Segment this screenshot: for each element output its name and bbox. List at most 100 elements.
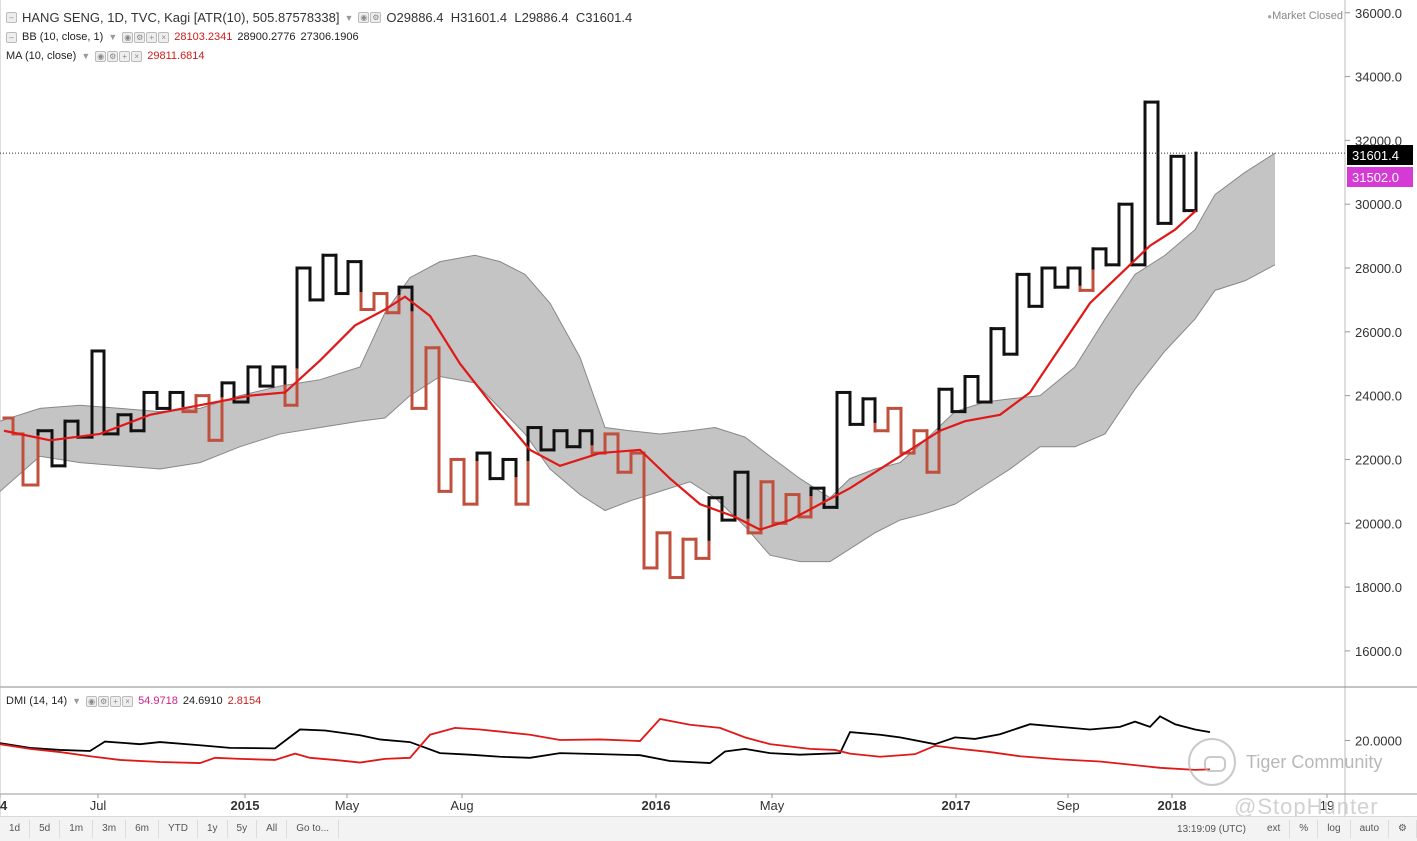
collapse-icon[interactable]: – bbox=[6, 31, 17, 43]
bb-value-3: 27306.1906 bbox=[300, 31, 359, 43]
utc-clock: 13:19:09 (UTC) bbox=[1177, 823, 1246, 835]
ma-controls[interactable]: ◉ ⚙ + × bbox=[95, 50, 143, 62]
bb-legend[interactable]: – BB (10, close, 1) ▼ ◉ ⚙ + × 28103.2341… bbox=[6, 31, 359, 43]
settings-icon[interactable]: ⚙ bbox=[134, 31, 146, 43]
dmi-label: DMI (14, 14) bbox=[6, 695, 68, 707]
dmi-value-2: 24.6910 bbox=[182, 695, 223, 707]
time-axis[interactable]: 14 Jul 2015 May Aug 2016 May 2017 Sep 2018 19 bbox=[0, 794, 1334, 813]
bb-label: BB (10, close, 1) bbox=[22, 31, 104, 43]
chevron-down-icon[interactable]: ▼ bbox=[81, 51, 91, 61]
range-3m[interactable]: 3m bbox=[93, 820, 127, 838]
time-axis-label: Aug bbox=[450, 798, 473, 813]
price-axis-label: 16000.0 bbox=[1355, 644, 1402, 659]
add-icon[interactable]: + bbox=[146, 31, 158, 43]
price-axis-label: 36000.0 bbox=[1355, 6, 1402, 21]
range-1d[interactable]: 1d bbox=[0, 820, 31, 838]
range-6m[interactable]: 6m bbox=[126, 820, 159, 838]
range-1y[interactable]: 1y bbox=[198, 820, 228, 838]
time-axis-label: 14 bbox=[0, 798, 8, 813]
dmi-legend[interactable]: DMI (14, 14) ▼ ◉ ⚙ + × 54.9718 24.6910 2… bbox=[6, 695, 261, 707]
price-axis-label: 30000.0 bbox=[1355, 197, 1402, 212]
symbol-title: HANG SENG, 1D, TVC, Kagi [ATR(10), 505.8… bbox=[22, 10, 340, 25]
bollinger-upper-line bbox=[0, 152, 1276, 499]
range-1m[interactable]: 1m bbox=[60, 820, 94, 838]
dmi-value-1: 54.9718 bbox=[138, 695, 178, 707]
dmi-value-3: 2.8154 bbox=[227, 695, 262, 707]
time-axis-label: 2017 bbox=[942, 798, 971, 813]
ma-legend[interactable]: MA (10, close) ▼ ◉ ⚙ + × 29811.6814 bbox=[6, 50, 205, 62]
watermark-community: Tiger Community bbox=[1246, 752, 1383, 772]
dmi-minus-line bbox=[0, 717, 1211, 771]
price-axis-label: 20000.0 bbox=[1355, 516, 1402, 531]
price-axis-label: 18000.0 bbox=[1355, 580, 1402, 595]
last-price-label: 31601.4 bbox=[1352, 148, 1399, 163]
last-price-tag: 31601.4 bbox=[1347, 145, 1413, 165]
time-axis-label: 2018 bbox=[1158, 798, 1187, 813]
ma-value-1: 29811.6814 bbox=[147, 50, 205, 62]
price-axis-label: 26000.0 bbox=[1355, 325, 1402, 340]
ext-toggle[interactable]: ext bbox=[1258, 820, 1291, 838]
moving-average-line bbox=[3, 209, 1197, 531]
settings-icon[interactable]: ⚙ bbox=[370, 12, 382, 23]
tiger-logo-icon bbox=[1188, 738, 1236, 786]
bottom-toolbar: 1d 5d 1m 3m 6m YTD 1y 5y All Go to... 13… bbox=[0, 816, 1417, 841]
time-axis-label: Jul bbox=[90, 798, 107, 813]
bollinger-lower-line bbox=[0, 264, 1276, 563]
close-icon[interactable]: × bbox=[131, 50, 143, 62]
collapse-icon[interactable]: – bbox=[6, 12, 17, 23]
price-axis-label: 34000.0 bbox=[1355, 70, 1402, 85]
eye-icon[interactable]: ◉ bbox=[358, 12, 370, 23]
bb-value-1: 28103.2341 bbox=[174, 31, 233, 43]
bottom-right-controls: 13:19:09 (UTC) ext % log auto ⚙ bbox=[1165, 820, 1417, 838]
settings-icon[interactable]: ⚙ bbox=[98, 695, 110, 707]
dmi-axis[interactable]: 20.0000 bbox=[1345, 734, 1402, 749]
time-axis-label: 2015 bbox=[231, 798, 260, 813]
settings-icon[interactable]: ⚙ bbox=[107, 50, 119, 62]
chevron-down-icon[interactable]: ▼ bbox=[108, 32, 118, 42]
dmi-axis-label: 20.0000 bbox=[1355, 734, 1402, 749]
watermark-handle: @StopHunter bbox=[1234, 794, 1379, 819]
eye-icon[interactable]: ◉ bbox=[86, 695, 98, 707]
eye-icon[interactable]: ◉ bbox=[95, 50, 107, 62]
chevron-down-icon[interactable]: ▼ bbox=[72, 696, 82, 706]
ohlc-values: O29886.4 H31601.4 L29886.4 C31601.4 bbox=[386, 10, 633, 25]
kagi-series bbox=[2, 100, 1198, 580]
price-axis-label: 32000.0 bbox=[1355, 133, 1402, 148]
price-axis-label: 22000.0 bbox=[1355, 452, 1402, 467]
price-axis[interactable]: 16000.0 18000.0 20000.0 22000.0 24000.0 26000… bbox=[1345, 6, 1402, 659]
price-axis-label: 24000.0 bbox=[1355, 389, 1402, 404]
add-icon[interactable]: + bbox=[110, 695, 122, 707]
eye-icon[interactable]: ◉ bbox=[122, 31, 134, 43]
percent-toggle[interactable]: % bbox=[1290, 820, 1319, 838]
bb-value-2: 28900.2776 bbox=[237, 31, 296, 43]
bollinger-band-fill bbox=[0, 153, 1275, 562]
gear-icon[interactable]: ⚙ bbox=[1389, 820, 1417, 838]
close-icon[interactable]: × bbox=[122, 695, 134, 707]
dmi-plus-line bbox=[0, 715, 1211, 764]
range-5d[interactable]: 5d bbox=[30, 820, 61, 838]
time-axis-label: May bbox=[760, 798, 785, 813]
time-axis-label: May bbox=[335, 798, 360, 813]
dmi-controls[interactable]: ◉ ⚙ + × bbox=[86, 695, 134, 707]
ma-price-label: 31502.0 bbox=[1352, 170, 1399, 185]
chevron-down-icon[interactable]: ▼ bbox=[344, 12, 354, 23]
add-icon[interactable]: + bbox=[119, 50, 131, 62]
time-axis-label: Sep bbox=[1056, 798, 1079, 813]
log-toggle[interactable]: log bbox=[1318, 820, 1351, 838]
range-all[interactable]: All bbox=[257, 820, 288, 838]
ma-price-tag: 31502.0 bbox=[1347, 167, 1413, 187]
close-icon[interactable]: × bbox=[158, 31, 170, 43]
range-ytd[interactable]: YTD bbox=[159, 820, 198, 838]
market-status: Market Closed bbox=[1267, 10, 1343, 22]
time-axis-label: 2016 bbox=[642, 798, 671, 813]
time-axis-label: 19 bbox=[1320, 798, 1334, 813]
auto-toggle[interactable]: auto bbox=[1351, 820, 1390, 838]
main-legend[interactable]: – HANG SENG, 1D, TVC, Kagi [ATR(10), 505… bbox=[6, 10, 632, 25]
goto-date-button[interactable]: Go to... bbox=[287, 820, 340, 838]
range-5y[interactable]: 5y bbox=[228, 820, 258, 838]
bb-controls[interactable]: ◉ ⚙ + × bbox=[122, 31, 170, 43]
series-controls[interactable]: ◉ ⚙ bbox=[358, 12, 382, 23]
price-axis-label: 28000.0 bbox=[1355, 261, 1402, 276]
ma-label: MA (10, close) bbox=[6, 50, 77, 62]
